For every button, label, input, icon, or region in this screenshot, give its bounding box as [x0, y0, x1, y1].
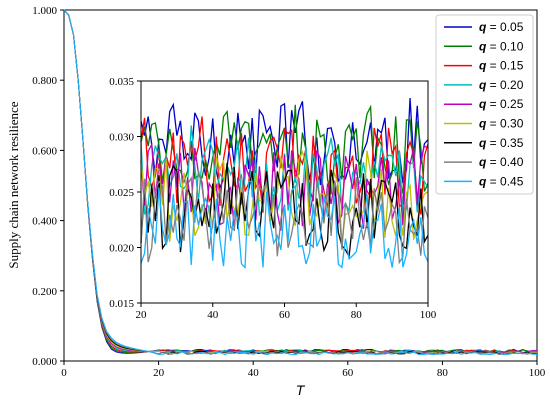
- inset-series-line: [140, 125, 429, 217]
- legend-q-symbol: q: [479, 20, 487, 34]
- y-axis-label: Supply chain network resilience: [6, 101, 21, 268]
- legend-q-value: = 0.10: [486, 39, 523, 53]
- inset-series-line: [140, 142, 429, 231]
- main-series-line: [63, 9, 538, 356]
- inset-y-tick-label: 0.020: [109, 243, 134, 255]
- inset-x-tick-label: 20: [136, 309, 148, 321]
- main-y-ticks: 0.000 0.200 0.400 0.600 0.800 1.000: [32, 5, 64, 368]
- legend-q-value: = 0.30: [486, 117, 523, 131]
- main-x-tick-label: 0: [61, 367, 67, 379]
- legend-q-symbol: q: [479, 136, 487, 150]
- main-plot-frame: [63, 9, 538, 362]
- main-series-group: [63, 9, 538, 356]
- legend-entry-label: q = 0.30: [479, 117, 524, 131]
- legend-entry-label: q = 0.35: [479, 136, 524, 150]
- legend-q-symbol: q: [479, 155, 487, 169]
- legend-q-symbol: q: [479, 39, 487, 53]
- inset-y-tick-label: 0.030: [109, 132, 134, 144]
- legend-q-symbol: q: [479, 117, 487, 131]
- legend-q-symbol: q: [479, 174, 487, 188]
- inset-x-tick-label: 80: [351, 309, 363, 321]
- legend-entry-label: q = 0.10: [479, 39, 524, 53]
- legend-entry-label: q = 0.05: [479, 20, 524, 34]
- legend-q-symbol: q: [479, 97, 487, 111]
- inset-x-tick-label: 40: [207, 309, 219, 321]
- legend-entry-label: q = 0.45: [479, 174, 524, 188]
- main-y-tick-label: 0.600: [32, 145, 57, 157]
- legend-q-value: = 0.05: [486, 20, 523, 34]
- inset-series-line: [140, 170, 429, 265]
- inset-y-ticks: 0.015 0.020 0.025 0.030 0.035: [109, 76, 141, 310]
- inset-series-line: [140, 162, 429, 259]
- inset-y-tick-label: 0.035: [109, 76, 134, 88]
- inset-y-tick-label: 0.025: [109, 187, 134, 199]
- legend-q-value: = 0.40: [486, 155, 523, 169]
- legend-entry-label: q = 0.15: [479, 59, 524, 73]
- x-axis-label: T: [296, 382, 306, 398]
- main-x-tick-label: 100: [529, 367, 546, 379]
- legend-box: [435, 14, 534, 195]
- inset-y-tick-label: 0.015: [109, 298, 134, 310]
- main-y-tick-label: 0.800: [32, 75, 57, 87]
- main-x-tick-label: 60: [342, 367, 354, 379]
- main-plot: 0 20 40 60 80 100 0.000 0.200 0.400 0.600 0.800 1.…: [6, 5, 546, 398]
- main-x-tick-label: 80: [437, 367, 449, 379]
- legend-q-value: = 0.45: [486, 174, 523, 188]
- legend: q = 0.05q = 0.10q = 0.15q = 0.20q = 0.25…: [435, 14, 534, 195]
- inset-series-line: [140, 180, 429, 270]
- legend-q-symbol: q: [479, 59, 487, 73]
- legend-entry-label: q = 0.25: [479, 97, 524, 111]
- legend-q-value: = 0.15: [486, 59, 523, 73]
- main-y-tick-label: 0.400: [32, 216, 57, 228]
- legend-q-symbol: q: [479, 78, 487, 92]
- main-y-tick-label: 1.000: [32, 5, 57, 17]
- main-x-ticks: 0 20 40 60 80 100: [61, 361, 546, 379]
- inset-series-group: [140, 97, 429, 270]
- legend-entry-label: q = 0.20: [479, 78, 524, 92]
- main-x-tick-label: 20: [153, 367, 165, 379]
- legend-q-value: = 0.25: [486, 97, 523, 111]
- inset-plot: 20 40 60 80 100 0.015 0.020 0.025 0.030 0.035: [109, 76, 437, 321]
- inset-x-ticks: 20 40 60 80 100: [136, 303, 437, 321]
- inset-x-tick-label: 60: [279, 309, 291, 321]
- main-y-tick-label: 0.000: [32, 356, 57, 368]
- main-x-tick-label: 40: [248, 367, 260, 379]
- main-y-tick-label: 0.200: [32, 286, 57, 298]
- legend-q-value: = 0.35: [486, 136, 523, 150]
- inset-x-tick-label: 100: [420, 309, 437, 321]
- legend-entry-label: q = 0.40: [479, 155, 524, 169]
- legend-q-value: = 0.20: [486, 78, 523, 92]
